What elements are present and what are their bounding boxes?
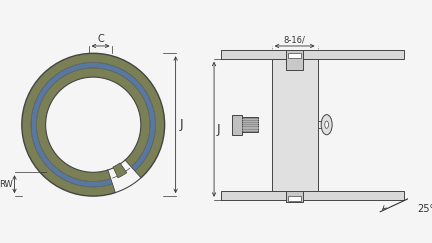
- Bar: [286, 191, 303, 202]
- Bar: [286, 50, 303, 70]
- Text: 8-16/: 8-16/: [284, 35, 305, 44]
- Polygon shape: [22, 53, 165, 196]
- Bar: [232, 115, 241, 135]
- Polygon shape: [113, 163, 127, 178]
- Polygon shape: [31, 62, 156, 187]
- Text: C: C: [97, 34, 104, 44]
- Ellipse shape: [321, 115, 332, 135]
- Ellipse shape: [325, 121, 328, 128]
- Polygon shape: [107, 158, 143, 195]
- Bar: [288, 53, 301, 58]
- Text: J: J: [179, 118, 183, 131]
- Bar: [272, 59, 318, 191]
- Bar: [221, 50, 404, 59]
- Text: RW: RW: [0, 180, 13, 189]
- Text: 25°: 25°: [417, 204, 432, 214]
- Bar: [288, 196, 301, 201]
- Bar: [241, 117, 258, 132]
- Polygon shape: [36, 68, 150, 182]
- Text: J: J: [217, 123, 220, 136]
- Polygon shape: [132, 166, 136, 170]
- Bar: [221, 191, 404, 200]
